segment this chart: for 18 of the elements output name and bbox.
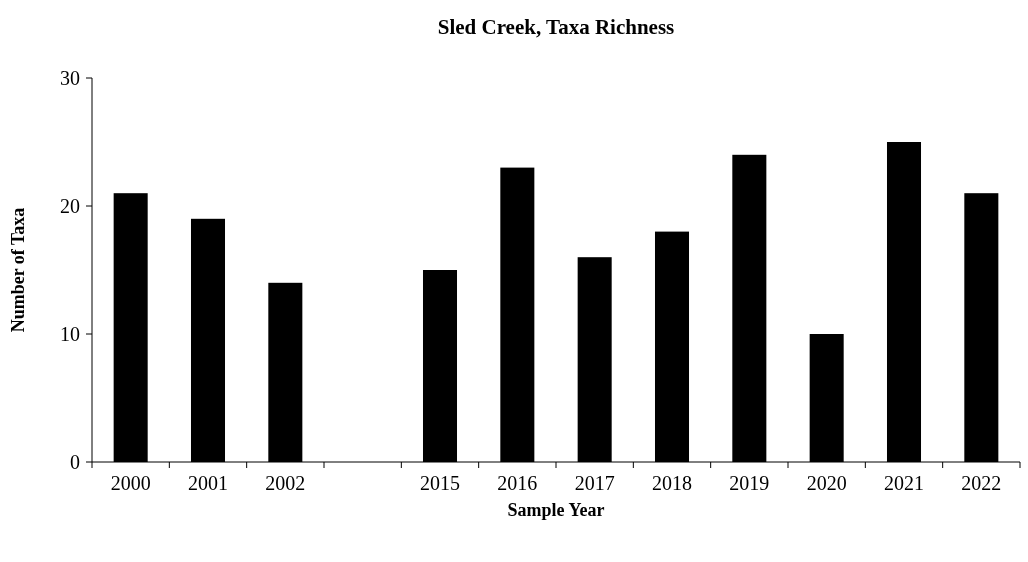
y-tick-label: 0	[70, 451, 80, 473]
x-tick-label: 2002	[265, 472, 306, 494]
y-tick-label: 30	[60, 67, 80, 89]
y-tick-label: 10	[60, 323, 80, 345]
x-tick-label: 2019	[729, 472, 770, 494]
x-tick-label: 2000	[110, 472, 151, 494]
y-axis-title: Number of Taxa	[8, 207, 28, 333]
x-tick-label: 2017	[574, 472, 615, 494]
x-tick-label: 2022	[961, 472, 1002, 494]
chart-title: Sled Creek, Taxa Richness	[437, 15, 675, 39]
x-tick-label: 2021	[884, 472, 924, 494]
x-tick-label: 2018	[652, 472, 692, 494]
x-tick-label: 2001	[188, 472, 228, 494]
y-tick-label: 20	[60, 195, 80, 217]
x-tick-label: 2020	[806, 472, 847, 494]
x-tick-label: 2016	[497, 472, 538, 494]
x-axis-title: Sample Year	[507, 500, 605, 520]
x-tick-label: 2015	[420, 472, 460, 494]
